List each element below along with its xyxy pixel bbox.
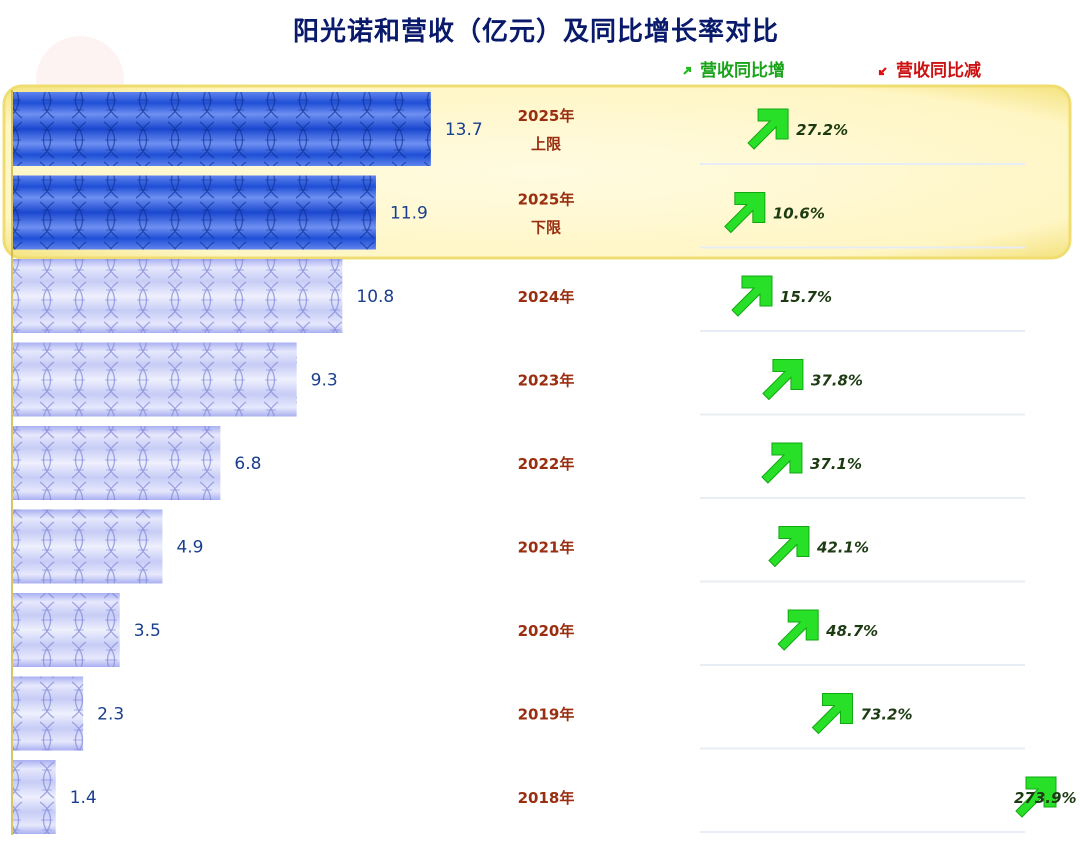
category-sub-label: 上限	[531, 135, 561, 153]
category-label: 2019年	[518, 706, 575, 724]
category-label: 2018年	[518, 789, 575, 807]
category-label: 2025年	[518, 107, 575, 125]
category-label: 2024年	[518, 288, 575, 306]
bar-texture	[13, 676, 84, 751]
bar-value-label: 11.9	[390, 204, 428, 224]
bar-value-label: 4.9	[176, 538, 203, 558]
growth-up-arrow-icon	[768, 526, 810, 568]
bar-value-label: 2.3	[97, 705, 124, 725]
growth-up-arrow-icon	[761, 442, 803, 484]
category-label: 2021年	[518, 539, 575, 557]
bar-texture	[13, 509, 163, 584]
category-label: 2023年	[518, 372, 575, 390]
legend-up-icon	[683, 66, 692, 75]
growth-up-arrow-icon	[731, 275, 773, 317]
legend-up-label: 营收同比增	[700, 60, 785, 81]
growth-up-arrow-icon	[747, 108, 789, 150]
growth-up-arrow-icon	[811, 693, 853, 735]
bar-value-label: 10.8	[356, 287, 394, 307]
growth-rate-label: 27.2%	[796, 121, 848, 139]
growth-rate-label: 15.7%	[780, 288, 832, 306]
growth-rate-label: 273.9%	[1014, 789, 1076, 807]
growth-rate-label: 37.1%	[810, 455, 862, 473]
growth-rate-label: 48.7%	[825, 622, 878, 640]
category-sub-label: 下限	[531, 219, 561, 237]
bar-value-label: 3.5	[134, 621, 161, 641]
growth-rate-label: 10.6%	[773, 205, 825, 223]
bar-texture	[13, 593, 120, 667]
growth-rate-label: 73.2%	[860, 706, 912, 724]
growth-rate-label: 37.8%	[811, 372, 863, 390]
category-label: 2025年	[518, 191, 575, 209]
bar-texture	[13, 426, 221, 500]
bar-value-label: 1.4	[70, 788, 97, 808]
bar-texture	[13, 342, 297, 417]
bar-value-label: 13.7	[445, 120, 483, 140]
bar-texture	[13, 92, 431, 166]
bar-texture	[13, 760, 56, 834]
legend: 营收同比增 营收同比减	[683, 60, 981, 81]
bar-texture	[13, 259, 343, 333]
category-label: 2022年	[518, 455, 575, 473]
category-label: 2020年	[518, 622, 575, 640]
growth-up-arrow-icon	[777, 609, 819, 651]
chart-title: 阳光诺和营收（亿元）及同比增长率对比	[293, 16, 779, 47]
growth-up-arrow-icon	[1015, 776, 1057, 818]
legend-down-icon	[878, 67, 887, 76]
bar-value-label: 9.3	[311, 371, 338, 391]
bar-texture	[13, 175, 376, 250]
growth-up-arrow-icon	[762, 359, 804, 401]
growth-up-arrow-icon	[724, 192, 766, 234]
legend-down-label: 营收同比减	[896, 60, 981, 81]
bar-value-label: 6.8	[234, 454, 261, 474]
growth-rate-label: 42.1%	[816, 539, 869, 557]
